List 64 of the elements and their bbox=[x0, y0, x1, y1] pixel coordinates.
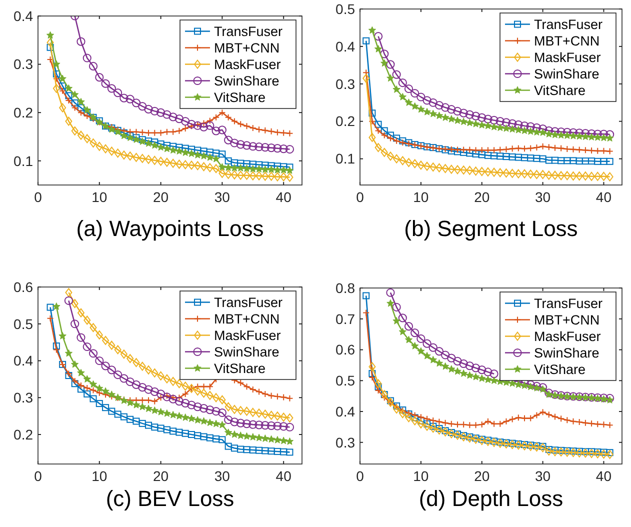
x-tick-label: 40 bbox=[276, 189, 292, 205]
text: (a) Waypoints Loss bbox=[76, 216, 264, 241]
x-tick-label: 10 bbox=[413, 468, 429, 484]
legend-label: TransFuser bbox=[534, 16, 604, 32]
y-tick-label: 0.2 bbox=[14, 104, 34, 120]
y-tick-label: 0.3 bbox=[14, 390, 34, 406]
legend-label: MBT+CNN bbox=[534, 33, 600, 48]
x-tick-label: 0 bbox=[356, 189, 364, 205]
y-tick-label: 0.1 bbox=[336, 150, 356, 167]
legend-label: MaskFuser bbox=[534, 50, 602, 65]
legend-label: VitShare bbox=[534, 362, 586, 377]
text: (d) Depth Loss bbox=[418, 486, 564, 511]
text: (b) Segment Loss bbox=[404, 216, 578, 241]
legend-label: VitShare bbox=[534, 82, 586, 98]
legend-label: SwinShare bbox=[534, 66, 600, 82]
x-tick-label: 0 bbox=[34, 189, 42, 205]
legend-label: MaskFuser bbox=[534, 328, 602, 344]
x-tick-label: 30 bbox=[214, 189, 230, 205]
y-tick-label: 0.5 bbox=[336, 0, 356, 17]
x-tick-label: 40 bbox=[596, 468, 612, 484]
y-tick-label: 0.4 bbox=[336, 38, 356, 54]
y-tick-label: 0.6 bbox=[336, 342, 356, 358]
legend-label: TransFuser bbox=[534, 296, 604, 311]
legend-label: SwinShare bbox=[214, 344, 280, 360]
legend-label: MBT+CNN bbox=[214, 311, 280, 326]
legend-label: VitShare bbox=[214, 360, 266, 376]
legend-label: SwinShare bbox=[214, 73, 280, 88]
x-tick-label: 30 bbox=[214, 468, 230, 484]
legend-label: MaskFuser bbox=[214, 328, 282, 343]
y-tick-label: 0.5 bbox=[14, 316, 34, 332]
y-tick-label: 0.4 bbox=[336, 403, 356, 420]
legend-label: MaskFuser bbox=[214, 56, 282, 72]
y-tick-label: 0.7 bbox=[336, 310, 356, 327]
text: (c) BEV Loss bbox=[106, 486, 234, 511]
y-tick-label: 0.5 bbox=[336, 372, 356, 389]
legend-label: TransFuser bbox=[214, 294, 284, 310]
x-tick-label: 20 bbox=[153, 468, 169, 484]
legend-label: VitShare bbox=[214, 90, 266, 105]
x-tick-label: 10 bbox=[413, 189, 429, 205]
x-tick-label: 30 bbox=[535, 189, 551, 205]
y-tick-label: 0.3 bbox=[336, 76, 356, 92]
y-tick-label: 0.4 bbox=[14, 352, 34, 369]
y-tick-label: 0.1 bbox=[14, 152, 34, 169]
x-tick-label: 0 bbox=[356, 468, 364, 484]
x-tick-label: 20 bbox=[153, 189, 169, 205]
x-tick-label: 20 bbox=[474, 189, 490, 205]
legend-label: MBT+CNN bbox=[534, 312, 600, 328]
y-tick-label: 0.8 bbox=[336, 280, 356, 296]
y-tick-label: 0.3 bbox=[14, 56, 34, 72]
x-tick-label: 40 bbox=[596, 189, 612, 205]
y-tick-label: 0.4 bbox=[14, 8, 34, 24]
x-tick-label: 0 bbox=[34, 468, 42, 484]
x-tick-label: 10 bbox=[92, 189, 108, 205]
y-tick-label: 0.3 bbox=[336, 434, 356, 450]
x-tick-label: 10 bbox=[92, 468, 108, 484]
legend-label: SwinShare bbox=[534, 345, 600, 360]
x-tick-label: 30 bbox=[535, 468, 551, 484]
x-tick-label: 40 bbox=[276, 468, 292, 484]
y-tick-label: 0.6 bbox=[14, 278, 34, 295]
x-tick-label: 20 bbox=[474, 468, 490, 484]
y-tick-label: 0.2 bbox=[336, 113, 356, 130]
legend-label: MBT+CNN bbox=[214, 40, 280, 56]
legend-label: TransFuser bbox=[214, 24, 284, 39]
y-tick-label: 0.2 bbox=[14, 426, 34, 442]
